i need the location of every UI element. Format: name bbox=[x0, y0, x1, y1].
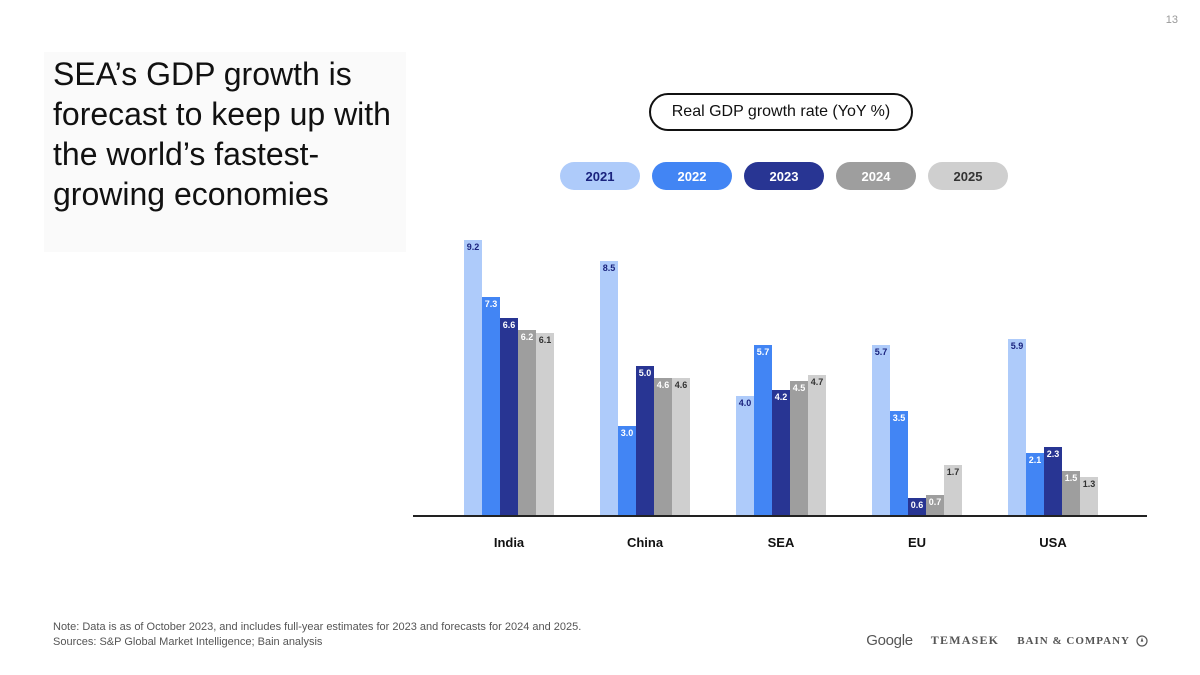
bar-value-label: 4.2 bbox=[775, 392, 788, 402]
legend-item-2024: 2024 bbox=[836, 162, 916, 190]
legend-label: 2024 bbox=[861, 168, 891, 184]
bain-logo: BAIN & COMPANY bbox=[1017, 635, 1148, 647]
footnote-note: Note: Data is as of October 2023, and in… bbox=[53, 621, 582, 633]
bain-compass-icon bbox=[1136, 634, 1148, 647]
legend-item-2025: 2025 bbox=[928, 162, 1008, 190]
bar-india-2022 bbox=[482, 297, 500, 516]
bar-usa-2024 bbox=[1062, 471, 1080, 516]
bar-value-label: 5.0 bbox=[639, 368, 652, 378]
bar-value-label: 8.5 bbox=[603, 263, 616, 273]
category-label-usa: USA bbox=[1039, 535, 1067, 550]
bar-value-label: 2.3 bbox=[1047, 449, 1060, 459]
bar-sea-2022 bbox=[754, 345, 772, 516]
bar-eu-2025 bbox=[944, 465, 962, 516]
headline-block: SEA’s GDP growth is forecast to keep up … bbox=[44, 52, 406, 252]
bar-value-label: 6.1 bbox=[539, 335, 552, 345]
footnote-sources: Sources: S&P Global Market Intelligence;… bbox=[53, 636, 323, 648]
partner-logos: Google TEMASEK BAIN & COMPANY bbox=[866, 632, 1148, 649]
bar-value-label: 7.3 bbox=[485, 299, 498, 309]
bar-india-2021 bbox=[464, 240, 482, 516]
bar-eu-2021 bbox=[872, 345, 890, 516]
bar-value-label: 4.5 bbox=[793, 383, 806, 393]
page-number: 13 bbox=[1165, 14, 1178, 26]
bar-usa-2023 bbox=[1044, 447, 1062, 516]
bar-value-label: 5.9 bbox=[1011, 341, 1024, 351]
bar-china-2025 bbox=[672, 378, 690, 516]
bar-value-label: 4.6 bbox=[657, 380, 670, 390]
bain-logo-text: BAIN & COMPANY bbox=[1017, 634, 1130, 647]
google-logo: Google bbox=[866, 632, 913, 649]
bar-eu-2024 bbox=[926, 495, 944, 516]
bar-usa-2022 bbox=[1026, 453, 1044, 516]
category-label-china: China bbox=[627, 535, 664, 550]
chart-legend: 2021 2022 2023 2024 2025 bbox=[560, 162, 1008, 190]
bar-china-2023 bbox=[636, 366, 654, 516]
bar-value-label: 5.7 bbox=[757, 347, 770, 357]
legend-item-2023: 2023 bbox=[744, 162, 824, 190]
bar-sea-2023 bbox=[772, 390, 790, 516]
category-label-eu: EU bbox=[908, 535, 926, 550]
bar-china-2024 bbox=[654, 378, 672, 516]
bar-eu-2022 bbox=[890, 411, 908, 516]
bar-india-2025 bbox=[536, 333, 554, 516]
bar-india-2024 bbox=[518, 330, 536, 516]
bar-value-label: 1.3 bbox=[1083, 479, 1096, 489]
chart-title: Real GDP growth rate (YoY %) bbox=[649, 93, 913, 131]
bar-sea-2021 bbox=[736, 396, 754, 516]
bar-value-label: 3.5 bbox=[893, 413, 906, 423]
page-title: SEA’s GDP growth is forecast to keep up … bbox=[53, 56, 391, 212]
legend-item-2022: 2022 bbox=[652, 162, 732, 190]
temasek-logo: TEMASEK bbox=[930, 633, 1000, 647]
bar-usa-2021 bbox=[1008, 339, 1026, 516]
bar-value-label: 9.2 bbox=[467, 242, 480, 252]
bar-value-label: 4.6 bbox=[675, 380, 688, 390]
bar-value-label: 1.7 bbox=[947, 467, 960, 477]
bar-india-2023 bbox=[500, 318, 518, 516]
category-label-india: India bbox=[494, 535, 525, 550]
bar-value-label: 6.6 bbox=[503, 320, 516, 330]
legend-label: 2023 bbox=[769, 168, 799, 184]
bar-value-label: 6.2 bbox=[521, 332, 534, 342]
category-label-sea: SEA bbox=[768, 535, 795, 550]
legend-item-2021: 2021 bbox=[560, 162, 640, 190]
bar-china-2021 bbox=[600, 261, 618, 516]
bar-value-label: 0.6 bbox=[911, 500, 924, 510]
bar-sea-2025 bbox=[808, 375, 826, 516]
legend-label: 2025 bbox=[953, 168, 983, 184]
bar-sea-2024 bbox=[790, 381, 808, 516]
bar-value-label: 1.5 bbox=[1065, 473, 1078, 483]
bar-value-label: 4.0 bbox=[739, 398, 752, 408]
bar-value-label: 2.1 bbox=[1029, 455, 1042, 465]
bar-eu-2023 bbox=[908, 498, 926, 516]
bar-value-label: 3.0 bbox=[621, 428, 634, 438]
bar-china-2022 bbox=[618, 426, 636, 516]
bar-value-label: 4.7 bbox=[811, 377, 824, 387]
bar-value-label: 0.7 bbox=[929, 497, 942, 507]
legend-label: 2021 bbox=[585, 168, 615, 184]
legend-label: 2022 bbox=[677, 168, 707, 184]
bar-usa-2025 bbox=[1080, 477, 1098, 516]
bar-value-label: 5.7 bbox=[875, 347, 888, 357]
footnote: Note: Data is as of October 2023, and in… bbox=[53, 620, 581, 650]
